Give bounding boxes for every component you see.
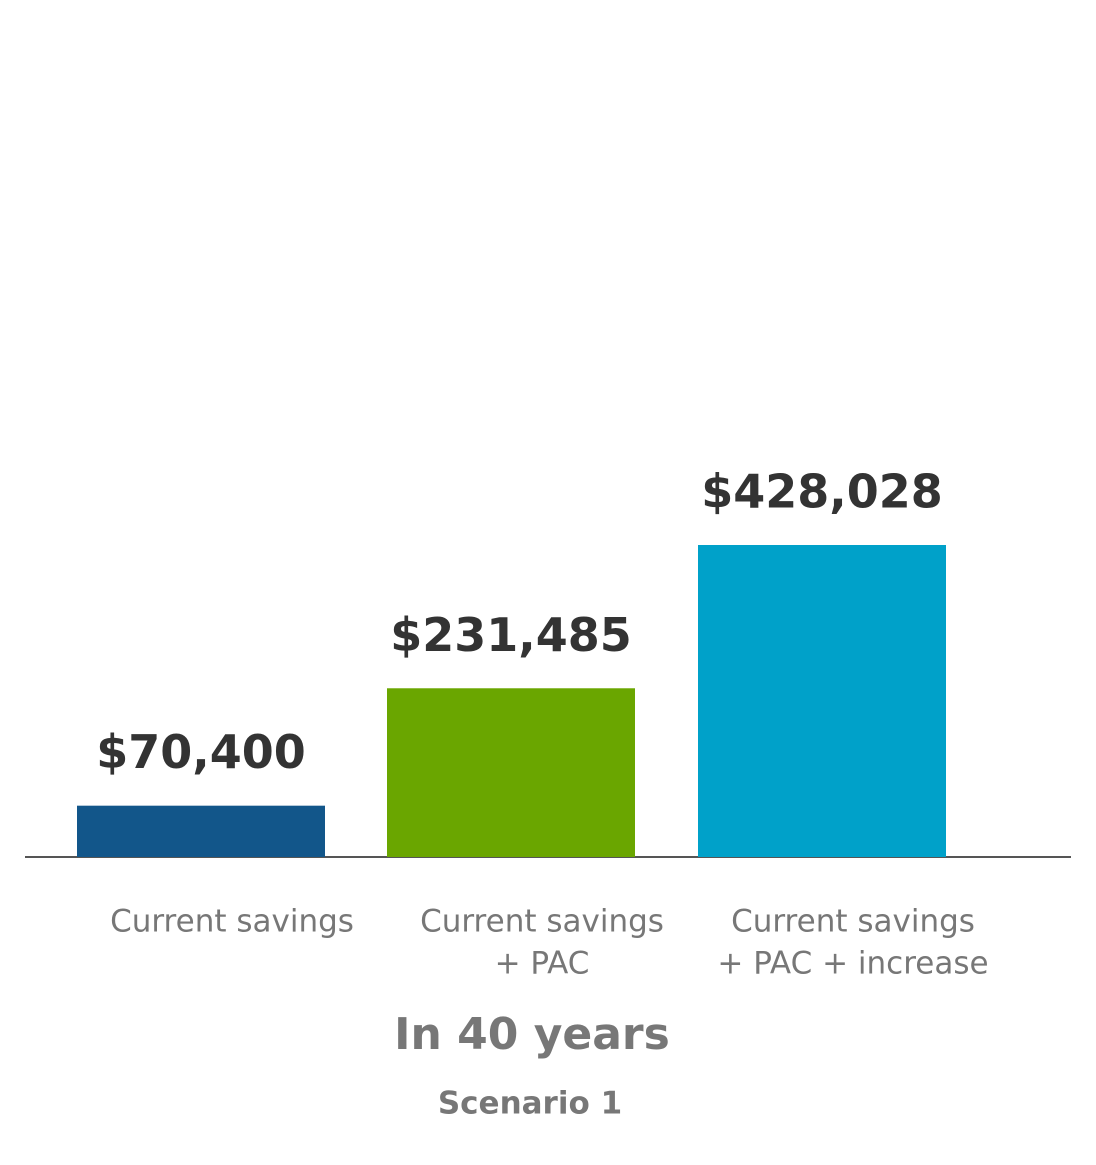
x-axis-label: In 40 years bbox=[394, 1009, 670, 1060]
subtitle: Scenario 1 bbox=[438, 1086, 622, 1122]
x-tick-label: Current savings bbox=[110, 904, 354, 940]
bar bbox=[698, 545, 946, 857]
bar bbox=[77, 805, 325, 857]
x-tick-label: Current savings bbox=[420, 904, 664, 940]
value-label: $70,400 bbox=[96, 725, 306, 779]
x-tick-label: Current savings bbox=[731, 904, 975, 940]
x-tick-label: + PAC + increase bbox=[717, 946, 988, 982]
bar bbox=[387, 688, 635, 857]
x-tick-label: + PAC bbox=[495, 946, 590, 982]
value-label: $428,028 bbox=[701, 465, 943, 519]
value-label: $231,485 bbox=[390, 608, 632, 662]
